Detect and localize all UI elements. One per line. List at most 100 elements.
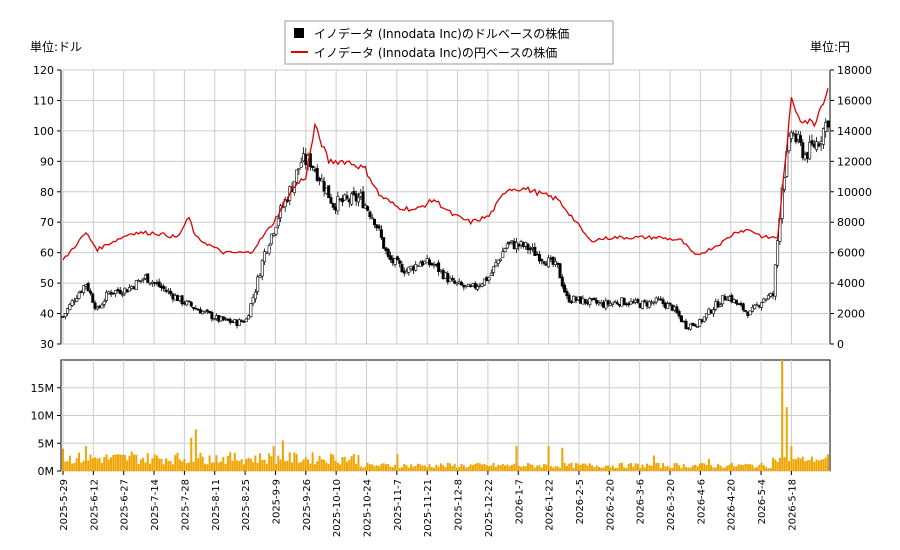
volume-bar <box>728 464 731 471</box>
volume-axis-ticks: 0M 5M 10M 15M <box>31 382 61 478</box>
volume-bar <box>581 463 584 471</box>
usd-candle-body <box>446 273 450 283</box>
left-axis-ticks: 30 40 50 60 70 80 90 100 110 120 <box>33 64 61 351</box>
volume-bar <box>226 455 229 471</box>
volume-bar <box>801 456 804 471</box>
usd-candle-body <box>734 299 738 304</box>
volume-bar <box>103 457 106 471</box>
usd-candle-body <box>263 251 267 263</box>
volume-bar <box>142 457 145 471</box>
usd-candle-body <box>808 141 812 160</box>
x-tick-label: 2025-9-9 <box>271 479 282 524</box>
volume-bar <box>82 460 85 471</box>
volume-bar <box>91 458 94 471</box>
price-panel-frame <box>60 69 831 345</box>
usd-candle-body <box>269 233 273 245</box>
volume-bar <box>765 467 768 471</box>
volume-bar <box>183 458 186 471</box>
usd-candle-body <box>588 298 592 305</box>
volume-bar <box>410 464 413 471</box>
volume-bar <box>776 461 779 471</box>
volume-bar <box>785 407 788 471</box>
volume-bar <box>822 459 825 471</box>
volume-bar <box>675 463 678 471</box>
usd-candle-body <box>684 320 688 329</box>
x-tick-label: 2025-6-12 <box>89 479 100 531</box>
volume-bar <box>387 464 390 471</box>
usd-candle-body <box>489 272 493 276</box>
volume-bar <box>116 454 119 471</box>
volume-bar <box>343 456 346 471</box>
volume-tick-label: 10M <box>31 410 55 423</box>
usd-candle-body <box>551 256 555 265</box>
usd-candle-body <box>247 315 251 320</box>
volume-bar <box>689 467 692 471</box>
usd-candle-body <box>750 307 754 312</box>
volume-bar <box>542 464 545 471</box>
x-tick-label: 2025-12-8 <box>454 479 465 531</box>
volume-bar <box>275 463 278 471</box>
usd-candle-body <box>70 300 74 306</box>
usd-candle-body <box>661 299 665 305</box>
volume-bar <box>84 446 87 471</box>
volume-bar <box>407 467 410 471</box>
volume-bar <box>494 466 497 471</box>
volume-bar <box>790 446 793 471</box>
volume-bar <box>380 463 383 471</box>
volume-bar <box>636 463 639 471</box>
usd-candle-body <box>75 298 79 302</box>
volume-bar <box>804 461 807 471</box>
volume-bar <box>737 464 740 471</box>
usd-candle-body <box>799 135 803 143</box>
volume-bar <box>671 468 674 471</box>
usd-candle-body <box>315 168 319 181</box>
left-tick-label: 120 <box>33 64 54 77</box>
x-tick-label: 2026-2-5 <box>575 479 586 524</box>
volume-bar <box>799 458 802 471</box>
volume-panel: 0M 5M 10M 15M <box>31 359 831 478</box>
volume-bar <box>444 467 447 471</box>
volume-bar <box>751 464 754 471</box>
volume-bar <box>311 452 314 471</box>
usd-candle-body <box>476 286 480 290</box>
usd-candle-body <box>260 260 264 277</box>
volume-bar <box>291 462 294 471</box>
usd-candle-body <box>322 181 326 192</box>
volume-bar <box>627 463 630 471</box>
usd-candle-body <box>494 262 498 267</box>
usd-candle-body <box>540 259 544 261</box>
usd-candle-body <box>366 206 370 211</box>
usd-candle-body <box>643 300 647 302</box>
usd-candle-body <box>817 143 821 147</box>
volume-bar <box>217 462 220 471</box>
volume-bar <box>584 463 587 471</box>
usd-candle-body <box>430 262 434 266</box>
volume-bar <box>341 457 344 471</box>
usd-candle-body <box>350 193 354 205</box>
volume-bar <box>405 465 408 471</box>
volume-bar <box>701 462 704 471</box>
volume-bar <box>332 454 335 471</box>
usd-candle-body <box>311 165 315 168</box>
volume-bar <box>297 462 300 471</box>
volume-bar <box>428 464 431 471</box>
x-tick-label: 2025-11-7 <box>393 479 404 531</box>
usd-candle-body <box>503 248 507 252</box>
usd-candle-body <box>185 300 189 306</box>
volume-bar <box>197 458 200 471</box>
volume-bar <box>352 454 355 471</box>
usd-candle-body <box>407 266 411 273</box>
volume-bar <box>210 462 213 471</box>
volume-bar <box>162 464 165 471</box>
volume-bar <box>261 459 264 471</box>
legend-usd-marker <box>294 28 304 38</box>
volume-bar <box>691 465 694 471</box>
usd-candle-body <box>508 241 512 244</box>
usd-candle-body <box>563 284 567 293</box>
usd-candle-body <box>256 276 260 292</box>
volume-bar <box>245 459 248 471</box>
usd-candle-body <box>192 306 196 309</box>
volume-bar <box>265 463 268 471</box>
usd-candle-body <box>162 285 166 290</box>
volume-bar <box>767 468 770 471</box>
